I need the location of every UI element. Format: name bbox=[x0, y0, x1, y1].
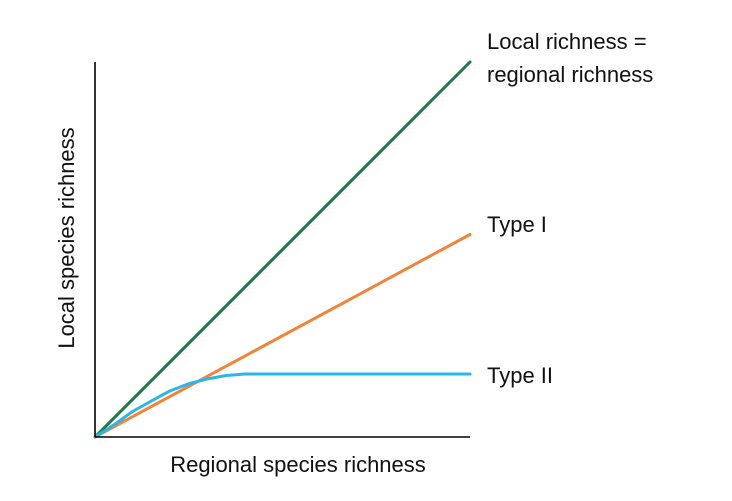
series-label-type-ii: Type II bbox=[487, 363, 553, 388]
series-line-local-equals-regional bbox=[93, 60, 472, 439]
series-label-local-equals-regional-line-1: Local richness = bbox=[487, 29, 647, 54]
series-label-type-i: Type I bbox=[487, 212, 547, 237]
y-axis-label: Local species richness bbox=[54, 127, 79, 348]
series-label-local-equals-regional-line-2: regional richness bbox=[487, 62, 653, 87]
x-axis-label: Regional species richness bbox=[170, 452, 426, 477]
plot-lines bbox=[93, 60, 472, 439]
series-line-type-ii bbox=[93, 372, 472, 439]
series-line-type-i bbox=[93, 233, 472, 439]
